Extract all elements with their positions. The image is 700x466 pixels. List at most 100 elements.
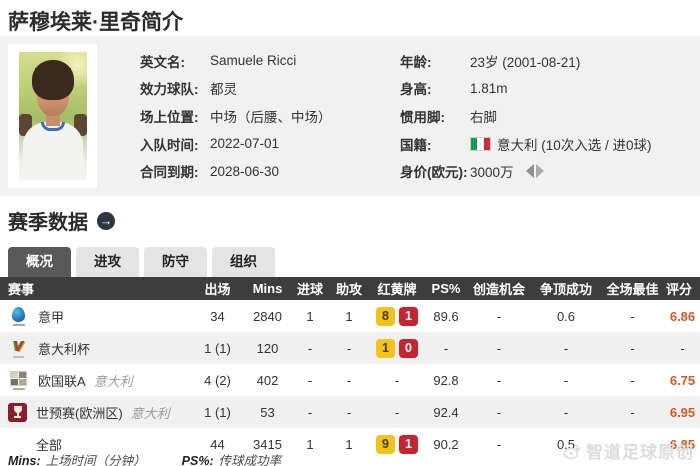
flag-stripe [477,137,484,150]
footnote-label: Mins: [8,454,41,466]
weibo-icon [562,441,582,461]
national-team-note: 意大利 [130,405,170,421]
info-row-right-1: 身高: 1.81m [400,75,652,103]
info-label: 国籍: [400,137,432,153]
value-change-icon[interactable] [525,164,544,179]
player-photo-frame [8,44,97,188]
table-row: V 意大利杯 1 (1) 120- -1 0- - - - - [0,332,700,364]
aerials-cell: 0.6 [556,308,576,324]
info-label: 年龄: [400,54,432,70]
motm-cell: - [630,308,635,324]
mins-cell: 2840 [253,308,282,324]
column-header: 争顶成功 [532,277,600,300]
info-label: 英文名: [140,54,185,70]
mins-cell: 53 [260,404,275,420]
chances-cell: - [496,340,502,356]
serie-a-icon [8,305,29,328]
competition-name: 全部 [36,437,63,453]
footnote-text: 传球成功率 [218,454,282,466]
competition-cell: 世预赛(欧洲区) 意大利 [0,396,190,428]
column-header: 出场 [190,277,245,300]
goals-cell: 1 [306,436,314,452]
info-label: 身高: [400,82,432,98]
column-header: Mins [245,277,290,300]
competition-cell: V 意大利杯 [0,332,190,364]
table-header-row: 赛事 出场 Mins 进球 助攻 红黄牌 PS% 创造机会 争顶成功 全场最佳 评分 [0,277,700,300]
motm-cell: - [630,436,635,452]
goals-cell: - [307,340,313,356]
info-value: Samuele Ricci [210,53,297,69]
chances-cell: - [496,404,502,420]
stats-tabs: 概况 进攻 防守 组织 [8,247,275,277]
coppa-italia-icon: V [8,337,29,360]
info-value: 中场（后腰、中场） [210,109,332,125]
info-row-left-3: 入队时间: 2022-07-01 [140,130,332,158]
watermark-text: 智道足球原创 [586,443,694,462]
rating-cell: 6.86 [669,308,696,324]
competition-cell: 欧国联A 意大利 [0,364,190,396]
ps-cell: 89.6 [433,308,459,324]
aerials-cell: - [563,372,569,388]
season-data-link-icon[interactable]: → [97,211,115,230]
aerials-cell: - [563,340,569,356]
info-row-right-3: 国籍: 意大利 (10次入选 / 进0球) [400,130,652,158]
ps-cell: - [443,340,449,356]
tab-防守[interactable]: 防守 [144,247,207,277]
rating-cell: - [680,340,685,356]
competition-name: 意大利杯 [38,341,91,357]
info-row-right-4: 身价(欧元): 3000万 [400,157,652,185]
tri-right [535,164,544,179]
assists-cell: 1 [345,308,353,324]
info-row-right-0: 年龄: 23岁 (2001-08-21) [400,47,652,75]
season-data-title: 赛季数据 [8,212,88,234]
info-row-left-1: 效力球队: 都灵 [140,75,332,103]
info-row-left-2: 场上位置: 中场（后腰、中场） [140,102,332,130]
goals-cell: - [307,404,313,420]
info-column-left: 英文名: Samuele Ricci 效力球队: 都灵场上位置: 中场（后腰、中场） 入队… [140,47,332,185]
info-label: 惯用脚: [400,109,445,125]
mins-cell: 402 [256,372,279,388]
apps-cell: 4 (2) [204,372,231,388]
column-header: 创造机会 [466,277,532,300]
table-row: 欧国联A 意大利 4 (2) 402 - - - 92.8 - - - 6.75 [0,364,700,396]
info-value: 23岁 (2001-08-21) [470,54,581,70]
flag-stripe [483,137,490,150]
info-value: 1.81m [470,80,508,96]
nations-league-icon [8,369,29,392]
season-stats-table: 赛事 出场 Mins 进球 助攻 红黄牌 PS% 创造机会 争顶成功 全场最佳 评分 意甲 34 284… [0,277,700,460]
chances-cell: - [496,372,502,388]
tab-概况[interactable]: 概况 [8,247,71,277]
competition-name: 欧国联A [38,373,86,389]
aerials-cell: - [563,404,569,420]
player-info-panel: 英文名: Samuele Ricci 效力球队: 都灵场上位置: 中场（后腰、中场） 入队… [0,36,700,196]
table-row: 意甲 34 2840 1 1 8 1 89.6-0.6-6.86 [0,300,700,332]
page-title: 萨穆埃莱·里奇简介 [8,11,183,34]
motm-cell: - [630,372,635,388]
rating-cell: 6.75 [669,372,696,388]
info-label: 入队时间: [140,137,199,153]
goals-cell: 1 [306,308,314,324]
info-label: 合同到期: [140,165,199,181]
national-team-note: 意大利 [93,373,133,389]
info-value: 意大利 (10次入选 / 进0球) [470,134,652,154]
info-row-right-2: 惯用脚: 右脚 [400,102,652,130]
ps-cell: 92.8 [433,372,459,388]
tab-进攻[interactable]: 进攻 [76,247,139,277]
yellow-card-badge: 9 [376,434,395,454]
column-header: 评分 [665,277,700,300]
tri-left [525,164,534,179]
table-row: 世预赛(欧洲区) 意大利 1 (1) 53 - - - 92.4 - - - 6.95 [0,396,700,428]
goals-cell: - [307,372,313,388]
yellow-card-badge: 8 [376,306,395,326]
footnote-text: 上场时间（分钟） [45,454,146,466]
tab-组织[interactable]: 组织 [212,247,275,277]
motm-cell: - [630,404,635,420]
info-label: 场上位置: [140,109,199,125]
assists-cell: - [346,372,352,388]
assists-cell: - [346,340,352,356]
italy-flag [470,136,491,151]
column-header: 进球 [290,277,330,300]
ps-cell: 90.2 [433,436,459,452]
